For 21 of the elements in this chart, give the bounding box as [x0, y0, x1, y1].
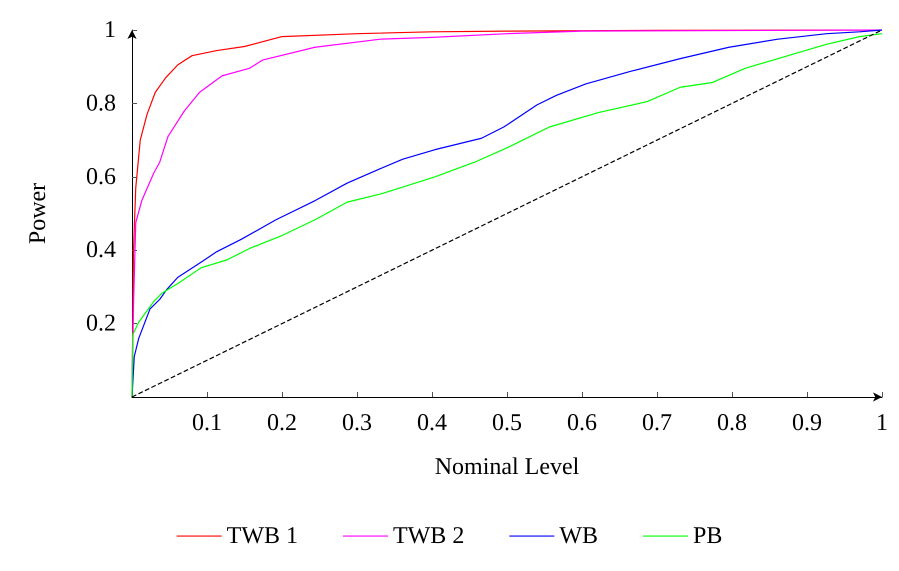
x-tick-label: 0.7 — [642, 410, 672, 436]
x-tick-label: 1 — [876, 410, 888, 436]
legend-label: PB — [692, 523, 722, 549]
x-tick-label: 0.1 — [192, 410, 222, 436]
y-tick-label: 1 — [104, 17, 116, 43]
x-tick-label: 0.6 — [567, 410, 597, 436]
y-tick-label: 0.2 — [86, 310, 116, 337]
x-tick-label: 0.4 — [417, 410, 447, 436]
x-tick-label: 0.8 — [717, 410, 747, 436]
legend-label: TWB 1 — [226, 523, 298, 549]
legend-label: WB — [559, 523, 598, 549]
y-tick-label: 0.8 — [86, 90, 116, 116]
x-tick-label: 0.9 — [792, 410, 822, 436]
legend-label: TWB 2 — [392, 523, 464, 549]
x-tick-label: 0.2 — [267, 410, 297, 436]
y-tick-label: 0.4 — [86, 237, 116, 264]
x-tick-label: 0.3 — [342, 410, 372, 436]
y-axis-title: Power — [25, 182, 51, 244]
x-tick-label: 0.5 — [492, 410, 522, 436]
x-axis-title: Nominal Level — [434, 454, 580, 480]
y-tick-label: 0.6 — [86, 164, 116, 190]
